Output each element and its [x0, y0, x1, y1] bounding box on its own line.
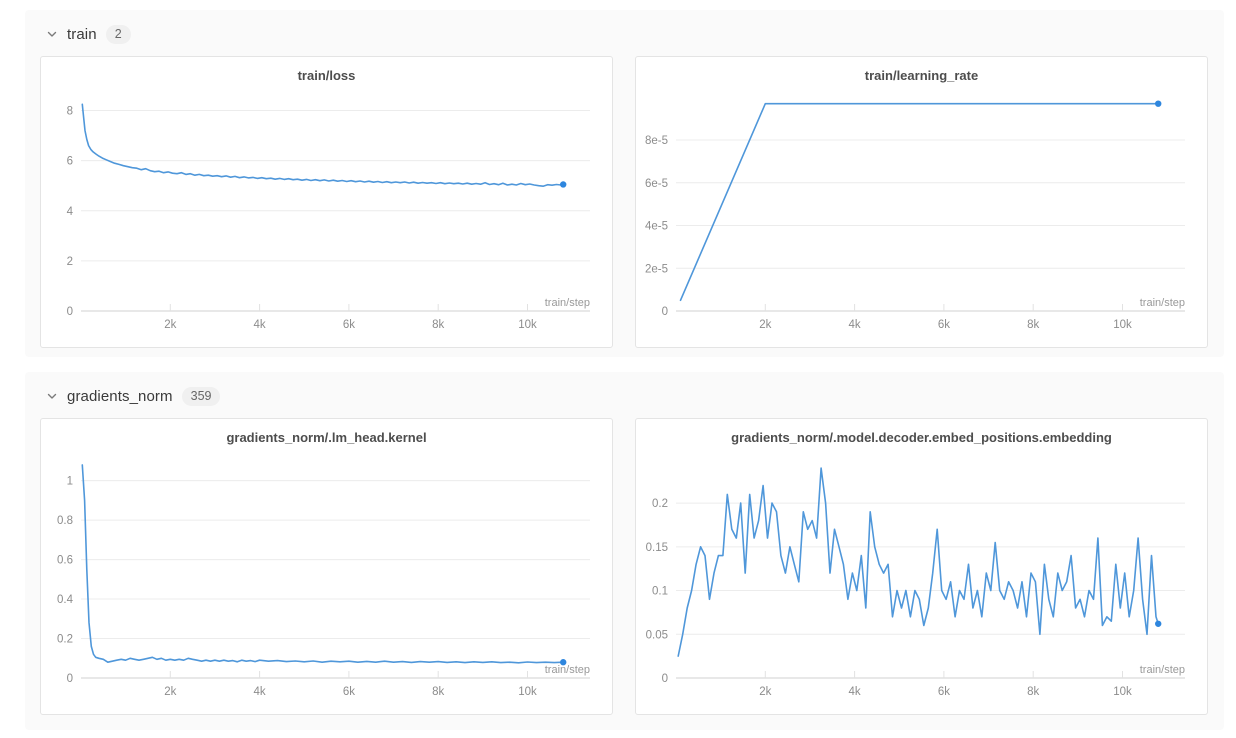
svg-text:10k: 10k — [518, 686, 537, 698]
chart-count-badge: 359 — [181, 386, 221, 406]
svg-text:train/step: train/step — [545, 664, 590, 676]
svg-text:6e-5: 6e-5 — [645, 177, 668, 189]
section-title: train — [67, 25, 97, 43]
chart-title: gradients_norm/.lm_head.kernel — [226, 430, 427, 445]
svg-text:10k: 10k — [518, 319, 537, 331]
section-train: train 2 train/loss 0 2 4 6 8 2k 4k 6k 8k 10k train… — [25, 10, 1224, 357]
section-title: gradients_norm — [67, 387, 173, 405]
svg-text:2k: 2k — [759, 319, 771, 331]
chart-card-lm-head-kernel: gradients_norm/.lm_head.kernel 0 0.2 0.4 0.… — [40, 418, 613, 715]
svg-text:4: 4 — [67, 206, 74, 218]
svg-text:6: 6 — [67, 155, 73, 167]
chart-title: train/loss — [297, 68, 356, 83]
chart-card-train-loss: train/loss 0 2 4 6 8 2k 4k 6k 8k 10k train/step — [40, 56, 613, 348]
svg-text:0.15: 0.15 — [646, 542, 668, 554]
svg-text:8e-5: 8e-5 — [645, 135, 668, 147]
chart-count-badge: 2 — [105, 24, 131, 44]
chart-card-train-learning-rate: train/learning_rate 0 2e-5 4e-5 6e-5 8e-5 2k 4… — [635, 56, 1208, 348]
svg-text:8k: 8k — [432, 686, 444, 698]
svg-text:2: 2 — [67, 256, 73, 268]
svg-text:8k: 8k — [1027, 319, 1039, 331]
svg-text:4k: 4k — [849, 686, 861, 698]
svg-text:train/step: train/step — [545, 297, 590, 309]
svg-text:0.8: 0.8 — [57, 515, 73, 527]
line-chart-embed-positions[interactable]: 0 0.05 0.1 0.15 0.2 2k 4k 6k 8k 10k train/step — [636, 447, 1207, 714]
svg-text:0.6: 0.6 — [57, 554, 73, 566]
svg-text:1: 1 — [67, 475, 73, 487]
chart-card-embed-positions: gradients_norm/.model.decoder.embed_posi… — [635, 418, 1208, 715]
svg-text:0.1: 0.1 — [652, 585, 668, 597]
svg-text:8k: 8k — [1027, 686, 1039, 698]
svg-text:4k: 4k — [254, 686, 266, 698]
svg-text:train/step: train/step — [1140, 297, 1185, 309]
svg-text:0.05: 0.05 — [646, 629, 668, 641]
chevron-down-icon[interactable] — [45, 28, 58, 41]
svg-text:4e-5: 4e-5 — [645, 220, 668, 232]
section-header-train[interactable]: train 2 — [40, 22, 1208, 46]
svg-text:2k: 2k — [164, 319, 176, 331]
svg-text:8k: 8k — [432, 319, 444, 331]
line-chart-train-loss[interactable]: 0 2 4 6 8 2k 4k 6k 8k 10k train/step — [41, 85, 612, 347]
svg-text:0.2: 0.2 — [57, 633, 73, 645]
svg-text:4k: 4k — [254, 319, 266, 331]
svg-text:2e-5: 2e-5 — [645, 263, 668, 275]
svg-text:10k: 10k — [1113, 319, 1132, 331]
svg-text:2k: 2k — [164, 686, 176, 698]
svg-text:0: 0 — [67, 673, 73, 685]
svg-text:0: 0 — [662, 673, 668, 685]
section-header-gradients-norm[interactable]: gradients_norm 359 — [40, 384, 1208, 408]
svg-text:6k: 6k — [938, 686, 950, 698]
svg-text:8: 8 — [67, 105, 73, 117]
svg-text:0.2: 0.2 — [652, 498, 668, 510]
svg-text:6k: 6k — [343, 319, 355, 331]
svg-text:4k: 4k — [849, 319, 861, 331]
chart-title: gradients_norm/.model.decoder.embed_posi… — [731, 430, 1112, 445]
svg-text:train/step: train/step — [1140, 664, 1185, 676]
line-chart-lm-head-kernel[interactable]: 0 0.2 0.4 0.6 0.8 1 2k 4k 6k 8k 10k train/step — [41, 447, 612, 714]
svg-text:6k: 6k — [343, 686, 355, 698]
section-gradients-norm: gradients_norm 359 gradients_norm/.lm_he… — [25, 372, 1224, 730]
svg-text:0: 0 — [67, 306, 73, 318]
svg-text:2k: 2k — [759, 686, 771, 698]
chart-title: train/learning_rate — [864, 68, 979, 83]
svg-text:0: 0 — [662, 306, 668, 318]
line-chart-train-learning-rate[interactable]: 0 2e-5 4e-5 6e-5 8e-5 2k 4k 6k 8k 10k train/step — [636, 85, 1207, 347]
svg-text:10k: 10k — [1113, 686, 1132, 698]
chevron-down-icon[interactable] — [45, 390, 58, 403]
svg-text:0.4: 0.4 — [57, 594, 74, 606]
svg-text:6k: 6k — [938, 319, 950, 331]
